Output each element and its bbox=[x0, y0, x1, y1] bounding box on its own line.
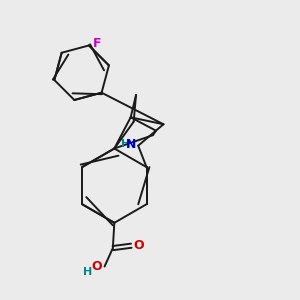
Text: N: N bbox=[126, 138, 137, 151]
Text: O: O bbox=[92, 260, 102, 273]
Text: F: F bbox=[92, 38, 101, 50]
Text: H: H bbox=[121, 139, 130, 149]
Text: O: O bbox=[134, 239, 144, 252]
Text: H: H bbox=[83, 267, 92, 277]
